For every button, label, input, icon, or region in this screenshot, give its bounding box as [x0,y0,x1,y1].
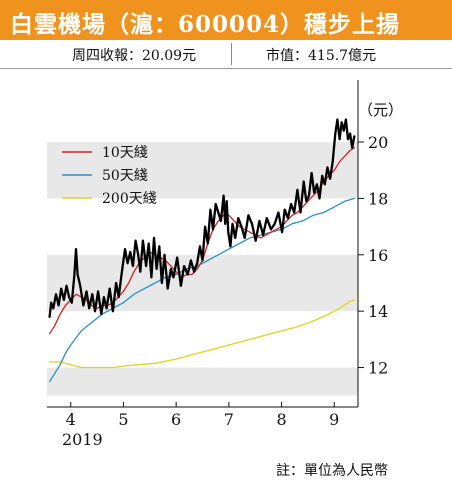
info-divider [231,43,232,65]
x-tick-label-9: 9 [329,410,339,429]
market-cap-info: 市值：415.7億元 [266,48,377,64]
y-tick-label-20: 20 [368,133,388,152]
legend: 10天綫 50天綫 200天綫 [62,145,157,207]
x-tick-label-4: 4 [66,410,76,429]
y-unit-label: （元） [358,101,403,119]
x-tick-label-5: 5 [118,410,128,429]
legend-label-1: 10天綫 [102,145,148,161]
footnote: 註：單位為人民幣 [276,463,388,479]
series-line-3 [48,299,355,369]
axis-ticks: 12 14 16 18 20 4 5 6 7 8 9 [66,133,389,429]
x-tick-label-7: 7 [224,410,234,429]
x-tick-label-6: 6 [171,410,181,429]
y-tick-label-14: 14 [368,302,388,321]
chart-title: 白雲機場（滬：600004）穩步上揚 [10,11,401,38]
close-price-info: 周四收報：20.09元 [72,48,197,64]
price-series-line [48,118,356,318]
y-tick-label-18: 18 [368,189,388,208]
info-bar: 周四收報：20.09元 市值：415.7億元 [0,40,452,69]
y-tick-label-12: 12 [368,359,388,378]
series-layer [48,118,356,383]
grid-band-2 [47,142,358,199]
x-tick-label-8: 8 [276,410,286,429]
x-year-label: 2019 [62,430,103,449]
grid-band-0 [47,367,358,396]
legend-label-2: 50天綫 [102,168,148,184]
y-tick-label-16: 16 [368,246,388,265]
title-bar: 白雲機場（滬：600004）穩步上揚 [0,0,452,40]
legend-label-3: 200天綫 [102,191,157,207]
